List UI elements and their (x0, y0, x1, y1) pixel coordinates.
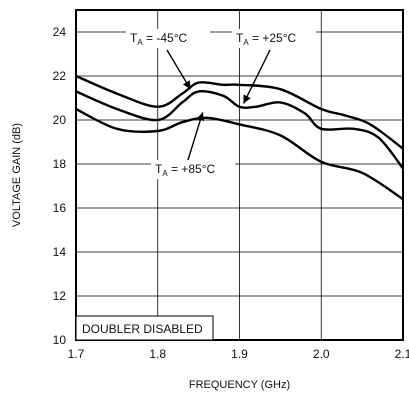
plot-frame (75, 9, 404, 341)
series-minus45c-label: TA = -45°C (130, 31, 188, 47)
series-layer (75, 74, 404, 201)
doubler-disabled-note-box (75, 315, 214, 341)
doubler-disabled-note: DOUBLER DISABLED (82, 322, 203, 336)
y-tick-label: 14 (53, 245, 67, 259)
tick-labels: 1.7 1.8 1.9 2.0 2.1 10 12 14 16 18 20 22 24 (53, 25, 409, 361)
x-tick-label: 2.1 (395, 347, 409, 361)
y-tick-label: 18 (53, 157, 67, 171)
series-minus45c-line (75, 74, 404, 150)
x-tick-label: 2.0 (313, 347, 330, 361)
y-tick-label: 16 (53, 201, 67, 215)
series-plus85c-arrow-line (187, 112, 204, 161)
series-minus45c-label-bg (126, 29, 210, 48)
series-plus85c-label: TA = +85°C (155, 162, 216, 178)
series-plus25c-arrow-head (243, 94, 251, 104)
series-plus85c-label-bg (151, 160, 235, 179)
x-tick-label: 1.7 (68, 347, 85, 361)
y-tick-label: 24 (53, 25, 67, 39)
y-tick-label: 20 (53, 113, 67, 127)
series-plus25c-label-bg (232, 29, 316, 48)
y-tick-label: 10 (53, 333, 67, 347)
y-tick-label: 12 (53, 289, 67, 303)
series-plus85c-arrow-head (196, 112, 205, 122)
series-minus45c-arrow-head (182, 80, 191, 90)
series-plus25c-label: TA = +25°C (236, 31, 297, 47)
y-tick-label: 22 (53, 69, 67, 83)
series-plus25c-arrow-line (242, 49, 271, 104)
series-plus25c-line (75, 89, 404, 170)
y-axis-label: VOLTAGE GAIN (dB) (11, 123, 23, 227)
grid-lines (75, 10, 404, 341)
series-plus85c-line (75, 107, 404, 201)
x-tick-label: 1.9 (231, 347, 248, 361)
x-axis-label: FREQUENCY (GHz) (189, 379, 290, 391)
x-tick-label: 1.8 (149, 347, 166, 361)
series-annotations: TA = -45°C TA = +25°C TA = +85°C (126, 29, 316, 179)
